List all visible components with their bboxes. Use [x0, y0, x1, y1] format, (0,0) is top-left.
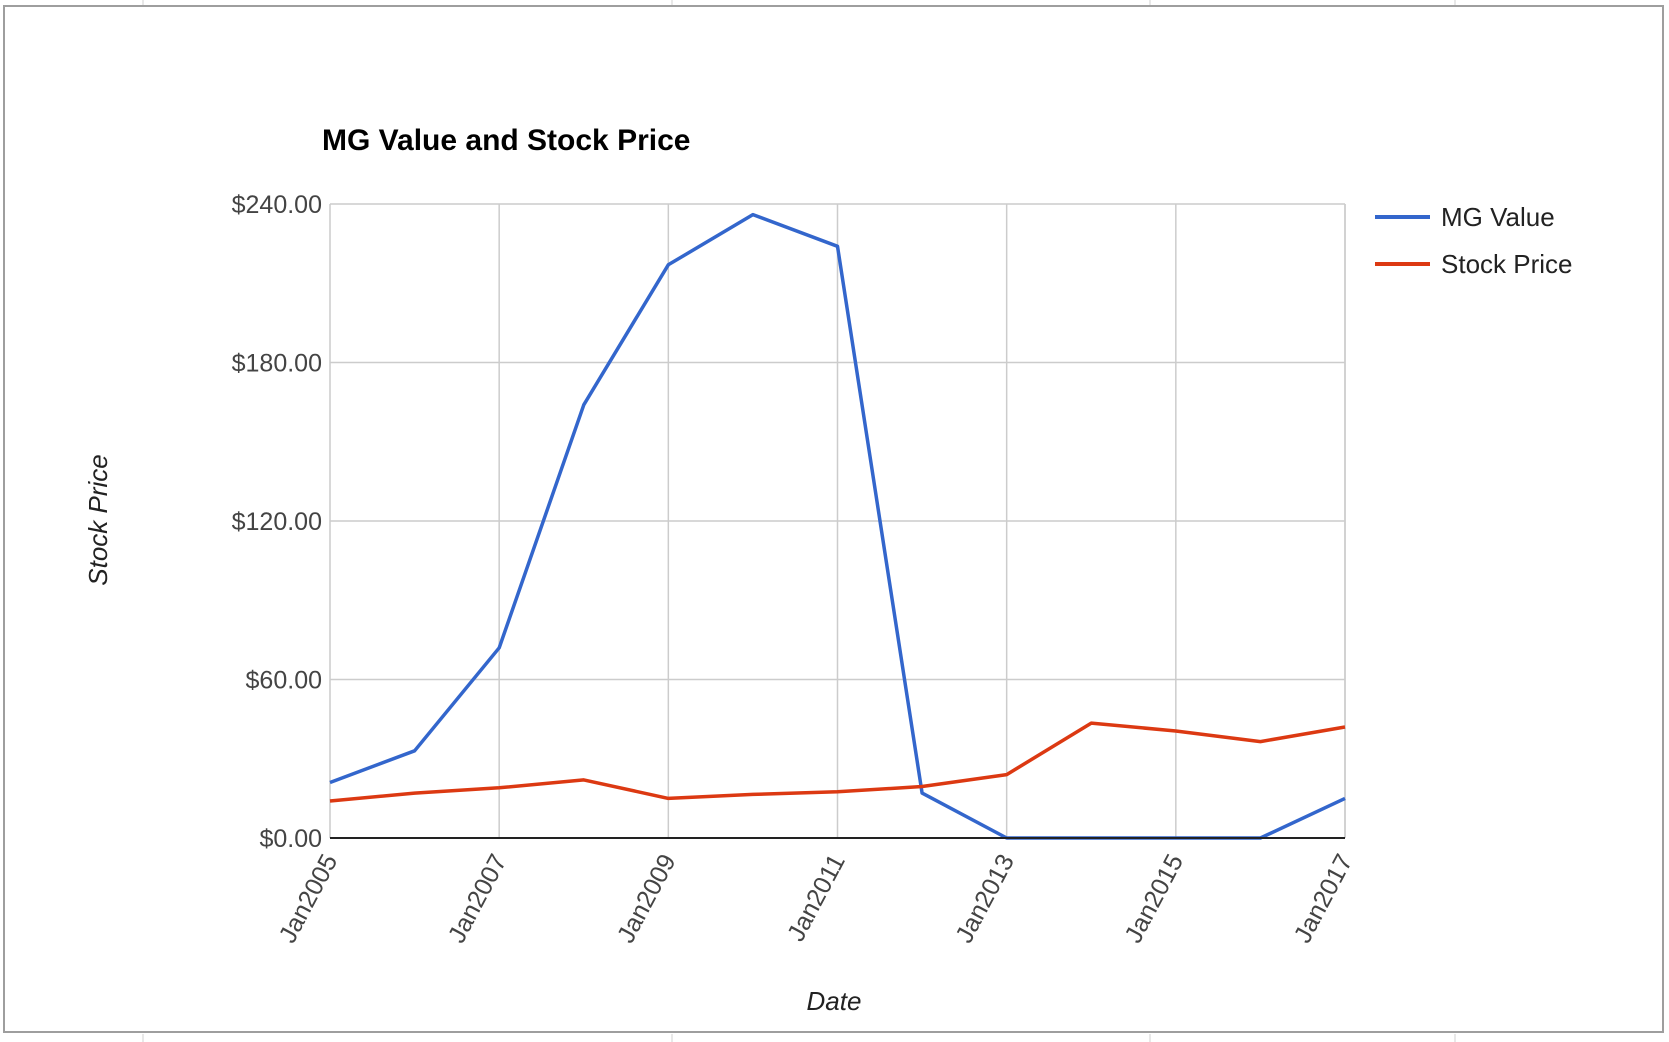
- x-tick-label: Jan2017: [1289, 850, 1359, 948]
- x-tick-label: Jan2015: [1119, 850, 1189, 948]
- y-tick-label: $180.00: [232, 350, 322, 378]
- horizontal-gridlines: [330, 203, 1345, 681]
- chart-container[interactable]: [3, 5, 1664, 1033]
- x-axis-title: Date: [807, 986, 862, 1016]
- y-tick-label: $240.00: [232, 191, 322, 219]
- legend: MG Value Stock Price: [1375, 202, 1573, 279]
- series-line-stock-price[interactable]: [329, 721, 1346, 803]
- legend-label[interactable]: MG Value: [1441, 202, 1555, 232]
- x-tick-label: Jan2011: [782, 850, 851, 946]
- chart-title: MG Value and Stock Price: [322, 124, 690, 157]
- x-axis-tick-labels: Jan2005 Jan2007 Jan2009 Jan2011 Jan2013 Jan20…: [274, 850, 1359, 948]
- x-tick-label: Jan2005: [274, 850, 344, 948]
- legend-label[interactable]: Stock Price: [1441, 249, 1573, 279]
- x-tick-label: Jan2009: [612, 850, 682, 948]
- y-tick-label: $60.00: [246, 667, 322, 695]
- y-axis-tick-labels: $0.00 $60.00 $120.00 $180.00 $240.00: [232, 191, 322, 853]
- y-tick-label: $120.00: [232, 508, 322, 536]
- x-tick-label: Jan2007: [443, 850, 513, 948]
- x-tick-label: Jan2013: [950, 850, 1020, 948]
- y-axis-title: Stock Price: [83, 454, 113, 586]
- y-tick-label: $0.00: [259, 825, 322, 853]
